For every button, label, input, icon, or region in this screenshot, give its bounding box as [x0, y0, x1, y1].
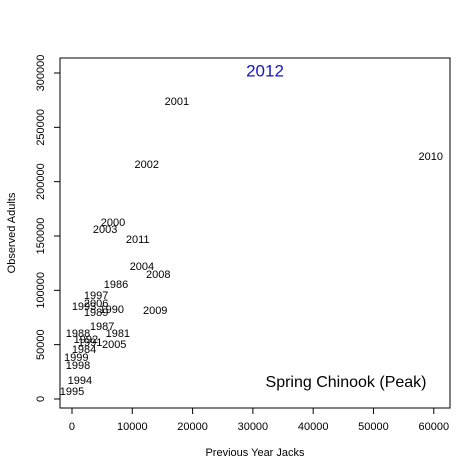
point-label: 2006: [84, 298, 108, 310]
y-axis-title: Observed Adults: [6, 192, 18, 273]
point-label: 1981: [106, 328, 130, 340]
point-label: 1995: [60, 386, 84, 398]
y-tick-label: 300000: [35, 55, 47, 92]
point-label: 2003: [93, 224, 117, 236]
point-label: 1987: [90, 321, 114, 333]
point-label: 1992: [74, 334, 98, 346]
point-label: 2009: [143, 305, 167, 317]
point-label: 1990: [100, 304, 124, 316]
x-tick-label: 40000: [298, 421, 329, 433]
point-label: 2002: [135, 159, 159, 171]
y-tick-label: 150000: [35, 218, 47, 255]
x-tick-label: 10000: [117, 421, 148, 433]
x-tick-label: 30000: [238, 421, 269, 433]
x-tick-label: 0: [69, 421, 75, 433]
point-label: 1986: [104, 279, 128, 291]
point-label: 2000: [101, 217, 125, 229]
point-label: 1997: [84, 290, 108, 302]
point-label: 1999: [64, 352, 88, 364]
point-label: 2010: [419, 151, 443, 163]
point-label: 1993: [72, 301, 96, 313]
x-tick-label: 50000: [358, 421, 389, 433]
point-label: 2008: [146, 269, 170, 281]
x-tick-label: 20000: [177, 421, 208, 433]
x-tick-label: 60000: [418, 421, 449, 433]
point-label: 2001: [165, 96, 189, 108]
point-label: 2011: [126, 234, 150, 246]
legend-text: Spring Chinook (Peak): [266, 374, 427, 391]
y-tick-label: 0: [35, 396, 47, 402]
x-axis-title: Previous Year Jacks: [205, 447, 305, 459]
plot-frame: [59, 57, 451, 409]
annotation: 2012: [246, 61, 284, 80]
y-tick-label: 200000: [35, 163, 47, 200]
point-label: 1994: [68, 375, 92, 387]
point-label: 1991: [78, 337, 102, 349]
point-label: 2005: [102, 339, 126, 351]
point-label: 1989: [84, 307, 108, 319]
point-label: 1998: [66, 360, 90, 372]
y-tick-label: 250000: [35, 109, 47, 146]
y-tick-label: 100000: [35, 272, 47, 309]
point-label: 1988: [66, 328, 90, 340]
point-label: 2004: [130, 261, 154, 273]
y-tick-label: 50000: [35, 329, 47, 360]
point-label: 1984: [72, 344, 96, 356]
